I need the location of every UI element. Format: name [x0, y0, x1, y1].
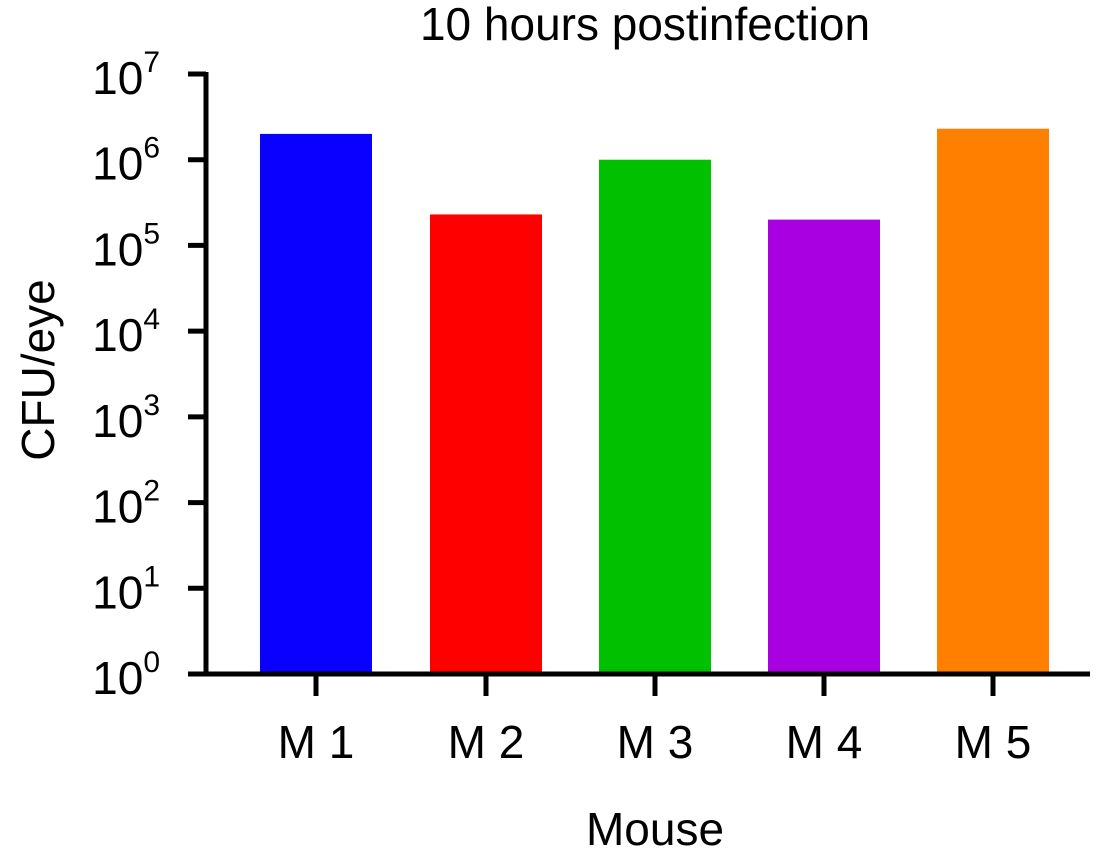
x-tick-label: M 1: [278, 716, 355, 768]
chart-title: 10 hours postinfection: [420, 0, 870, 50]
x-ticks-group: M 1 M 2 M 3 M 4 M 5: [278, 674, 1032, 768]
y-tick-label: 102: [92, 475, 160, 533]
y-tick-label: 105: [92, 217, 160, 275]
y-tick-label: 101: [92, 560, 160, 618]
x-tick-label: M 2: [448, 716, 525, 768]
bar-2: [430, 214, 542, 674]
bars-group: [260, 128, 1049, 674]
x-tick-label: M 3: [617, 716, 694, 768]
axes: [203, 72, 1090, 677]
y-tick-label: 103: [92, 389, 160, 447]
x-tick-label: M 4: [786, 716, 863, 768]
y-axis-label: CFU/eye: [12, 279, 64, 460]
x-axis-label: Mouse: [586, 803, 724, 851]
bar-4: [768, 219, 880, 674]
y-tick-label: 100: [92, 646, 160, 704]
y-ticks-group: 100 101 102 103 104 105 106 107: [92, 46, 206, 704]
bar-3: [599, 159, 711, 674]
y-tick-label: 104: [92, 303, 160, 361]
x-tick-label: M 5: [955, 716, 1032, 768]
bar-1: [260, 133, 372, 674]
y-tick-label: 107: [92, 46, 160, 104]
y-tick-label: 106: [92, 132, 160, 190]
bar-5: [937, 128, 1049, 674]
